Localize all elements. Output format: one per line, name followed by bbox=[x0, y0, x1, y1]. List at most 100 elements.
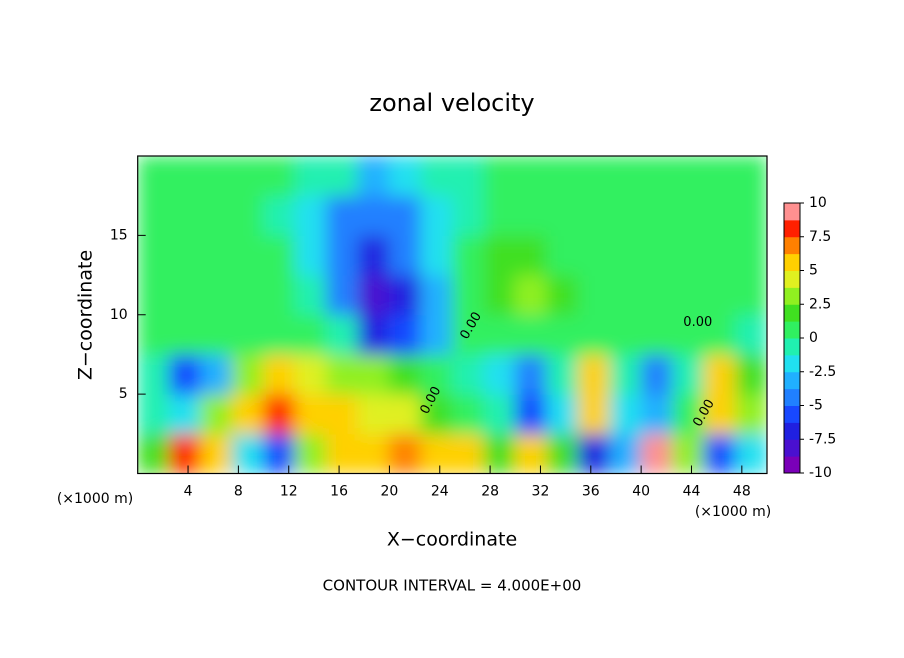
x-tick-label: 24 bbox=[431, 484, 449, 500]
cell bbox=[546, 353, 579, 395]
cell bbox=[640, 156, 674, 197]
colorbar-tick-label: -5 bbox=[809, 398, 823, 414]
cell bbox=[388, 314, 422, 355]
cell bbox=[703, 234, 737, 276]
cell bbox=[514, 195, 548, 236]
cell bbox=[577, 353, 611, 395]
cell bbox=[703, 353, 737, 395]
cell bbox=[609, 195, 642, 236]
contour-label: 0.00 bbox=[683, 315, 712, 330]
cell bbox=[137, 195, 170, 236]
cell bbox=[420, 195, 453, 236]
x-tick-label: 8 bbox=[234, 484, 243, 500]
cell bbox=[672, 234, 705, 276]
x-tick-label: 28 bbox=[481, 484, 499, 500]
colorbar-tick-label: -10 bbox=[809, 465, 832, 481]
cell bbox=[672, 156, 705, 197]
cell bbox=[577, 156, 611, 197]
cell bbox=[546, 433, 579, 474]
colorbar-tick-label: 5 bbox=[809, 263, 818, 279]
cell bbox=[137, 314, 170, 355]
cell bbox=[735, 234, 767, 276]
cell bbox=[388, 234, 422, 276]
colorbar-swatch bbox=[784, 253, 800, 271]
cell bbox=[451, 433, 485, 474]
cell bbox=[640, 314, 674, 355]
cell bbox=[514, 314, 548, 355]
cell bbox=[609, 234, 642, 276]
cell bbox=[168, 234, 202, 276]
cell bbox=[451, 195, 485, 236]
colorbar-tick-label: 0 bbox=[809, 330, 818, 346]
colorbar-swatch bbox=[784, 304, 800, 322]
cell bbox=[231, 393, 265, 435]
cell bbox=[451, 156, 485, 197]
x-unit: (×1000 m) bbox=[57, 491, 133, 507]
cell bbox=[325, 195, 359, 236]
cell bbox=[735, 195, 767, 236]
cell bbox=[546, 314, 579, 355]
cell bbox=[514, 433, 548, 474]
cell bbox=[325, 433, 359, 474]
cell bbox=[640, 433, 674, 474]
cell bbox=[451, 274, 485, 316]
cell bbox=[609, 314, 642, 355]
cell bbox=[263, 156, 296, 197]
colorbar-tick-label: 2.5 bbox=[809, 296, 831, 312]
cell bbox=[200, 234, 233, 276]
cell bbox=[294, 314, 327, 355]
cell bbox=[263, 195, 296, 236]
cell bbox=[672, 353, 705, 395]
cell bbox=[200, 314, 233, 355]
cells bbox=[137, 156, 767, 474]
cell bbox=[357, 353, 390, 395]
x-tick-label: 44 bbox=[683, 484, 701, 500]
colorbar-tick-label: 10 bbox=[809, 195, 827, 211]
cell bbox=[231, 274, 265, 316]
x-axis-label: X−coordinate bbox=[387, 529, 517, 551]
y-tick-label: 15 bbox=[110, 227, 128, 243]
cell bbox=[263, 314, 296, 355]
cell bbox=[640, 393, 674, 435]
x-tick-label: 40 bbox=[632, 484, 650, 500]
cell bbox=[231, 234, 265, 276]
cell bbox=[420, 353, 453, 395]
cell bbox=[514, 353, 548, 395]
x-tick-label: 4 bbox=[184, 484, 193, 500]
colorbar-swatch bbox=[784, 388, 800, 406]
colorbar-swatch bbox=[784, 219, 800, 238]
cell bbox=[703, 393, 737, 435]
cell bbox=[263, 393, 296, 435]
cell bbox=[137, 156, 170, 197]
cell bbox=[263, 234, 296, 276]
cell bbox=[672, 314, 705, 355]
x-tick-label: 16 bbox=[330, 484, 348, 500]
colorbar-swatch bbox=[784, 405, 800, 423]
cell bbox=[294, 433, 327, 474]
cell bbox=[420, 393, 453, 435]
cell bbox=[451, 353, 485, 395]
cell bbox=[640, 195, 674, 236]
cell bbox=[672, 433, 705, 474]
cell bbox=[294, 195, 327, 236]
x-tick-label: 20 bbox=[381, 484, 399, 500]
footer-note: CONTOUR INTERVAL = 4.000E+00 bbox=[323, 577, 582, 595]
cell bbox=[514, 274, 548, 316]
cell bbox=[483, 353, 516, 395]
cell bbox=[294, 274, 327, 316]
colorbar-tick-label: 7.5 bbox=[809, 229, 831, 245]
colorbar-tick-label: -7.5 bbox=[809, 431, 836, 447]
cell bbox=[703, 314, 737, 355]
x-tick-label: 32 bbox=[532, 484, 550, 500]
cell bbox=[325, 234, 359, 276]
cell bbox=[735, 314, 767, 355]
cell bbox=[735, 353, 767, 395]
cell bbox=[168, 314, 202, 355]
cell bbox=[577, 234, 611, 276]
cell bbox=[231, 314, 265, 355]
cell bbox=[231, 353, 265, 395]
cell bbox=[546, 156, 579, 197]
colorbar-swatch bbox=[784, 371, 800, 390]
cell bbox=[640, 274, 674, 316]
cell bbox=[514, 156, 548, 197]
